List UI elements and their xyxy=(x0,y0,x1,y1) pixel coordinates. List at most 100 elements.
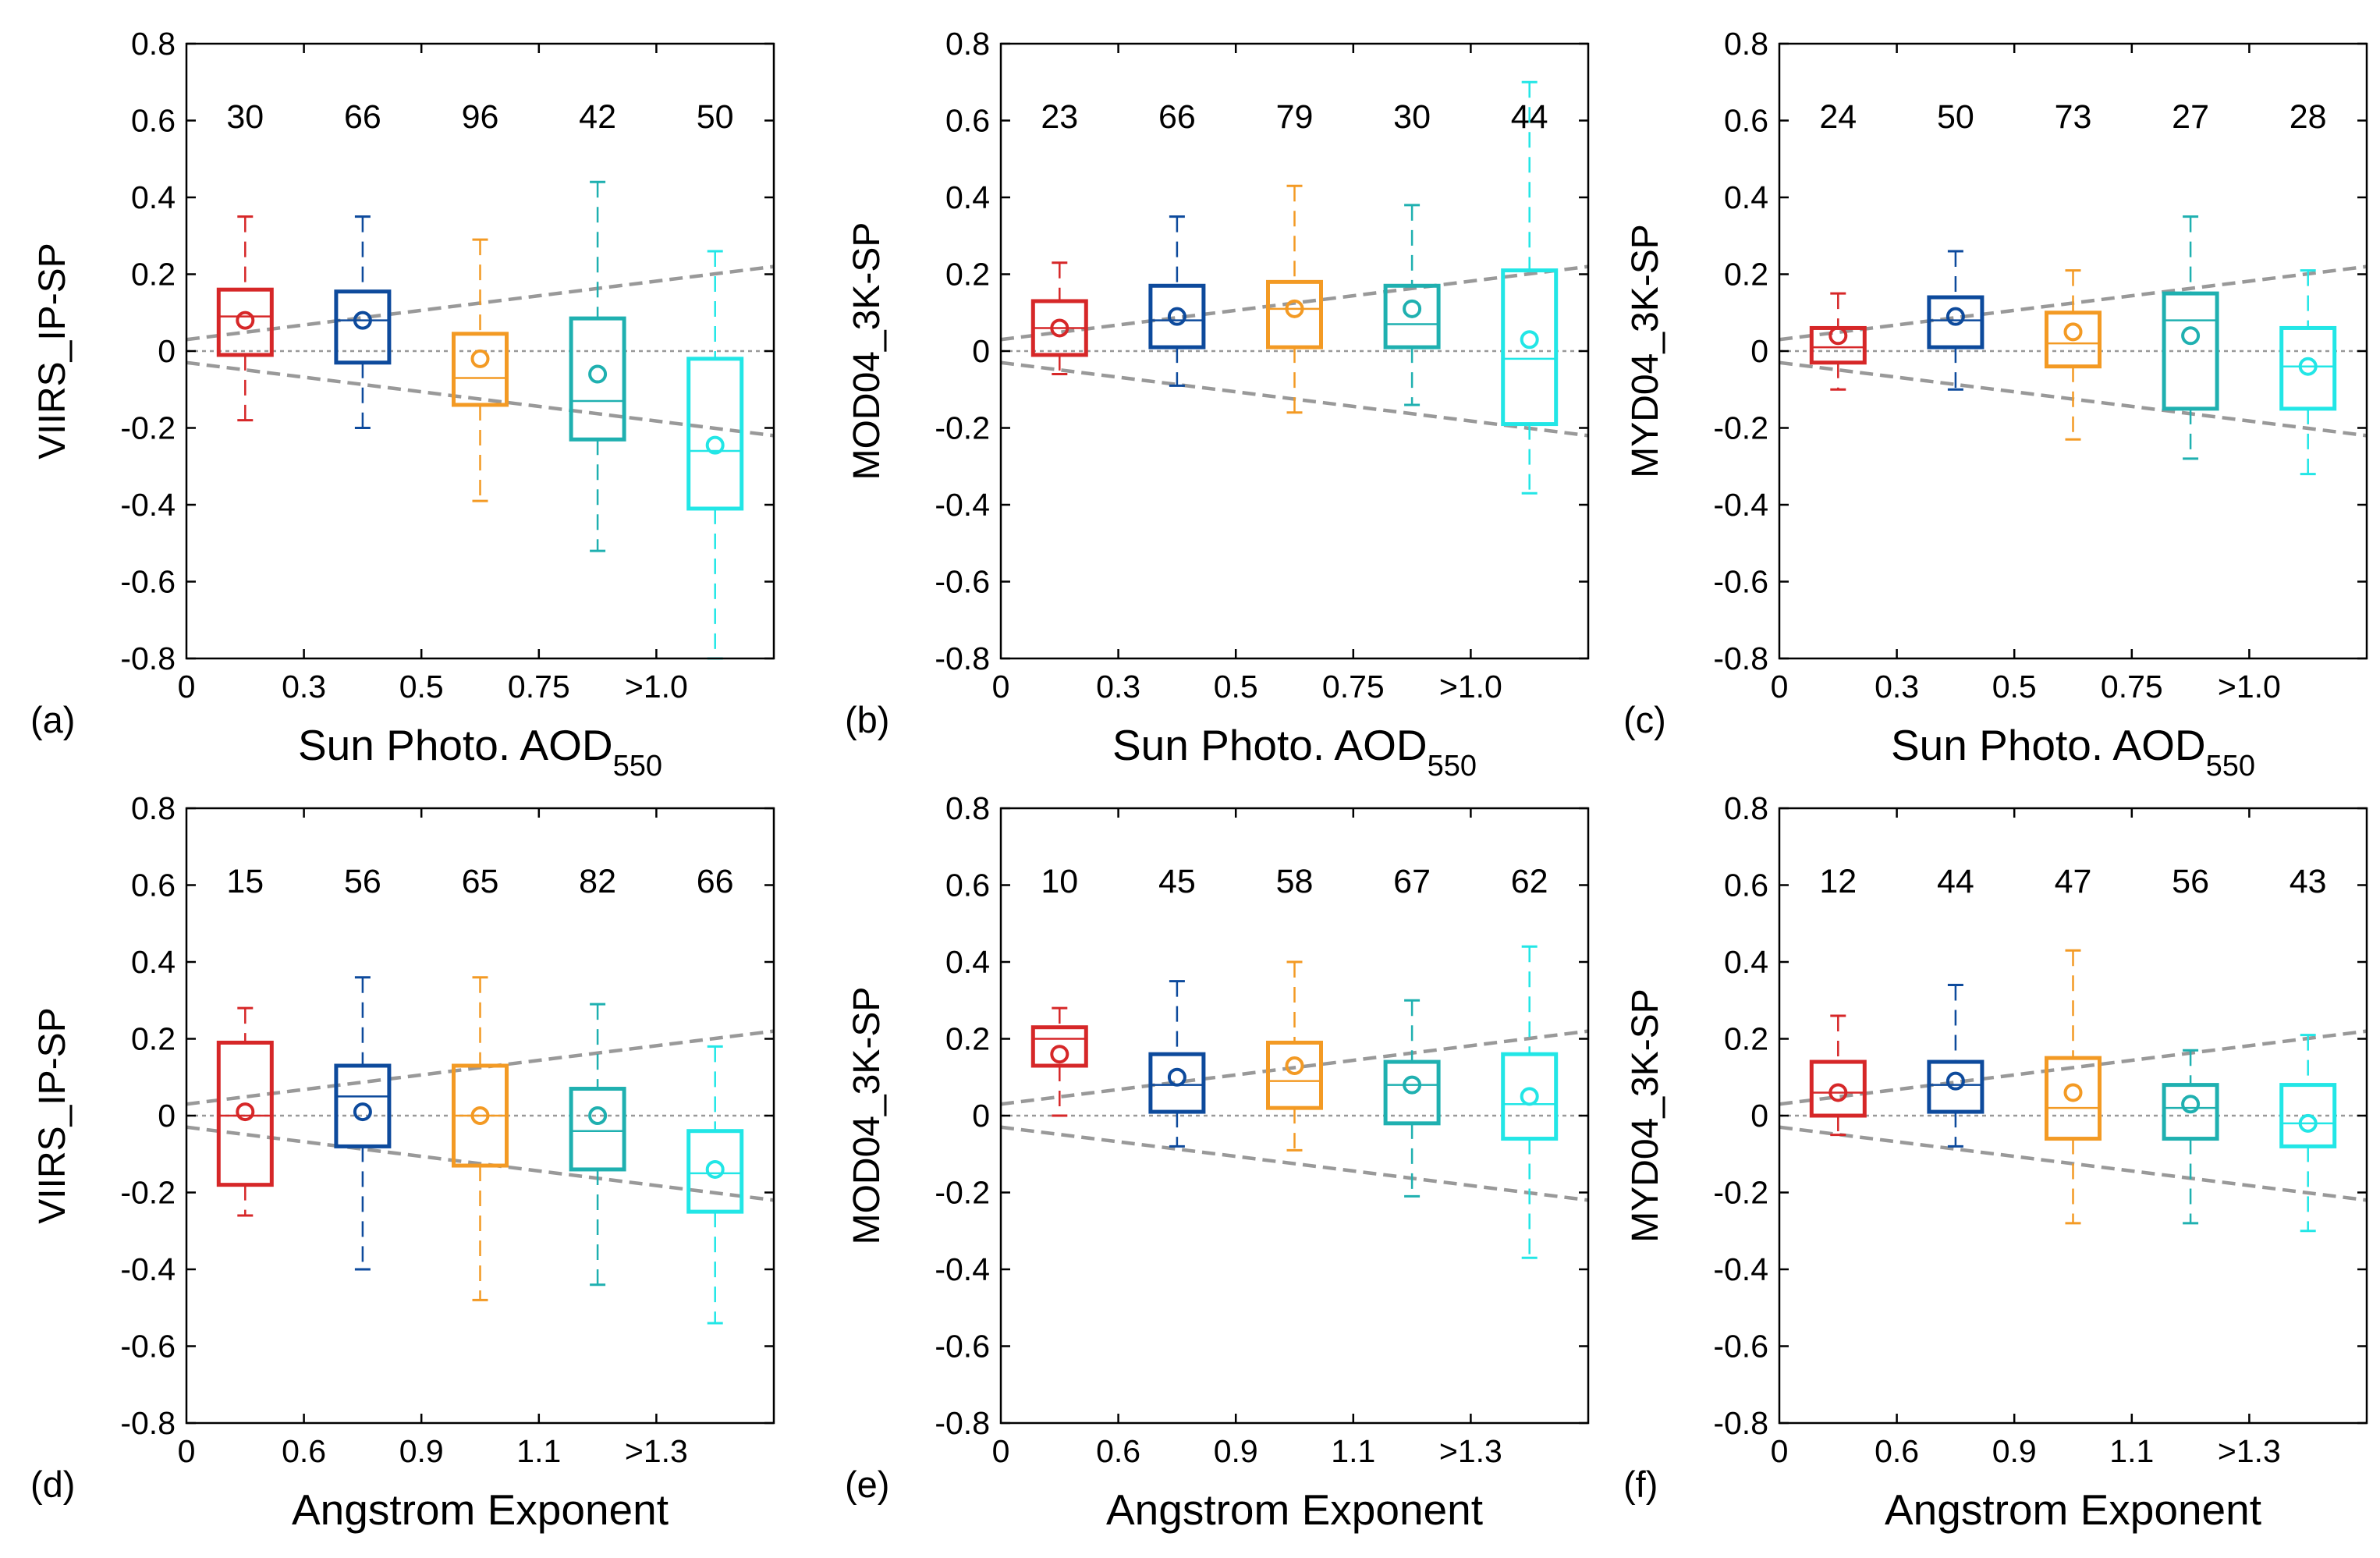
mean-marker xyxy=(353,311,372,330)
x-tick-label: 0 xyxy=(992,1433,1010,1469)
mean-marker xyxy=(1285,299,1304,318)
box-1 xyxy=(216,215,274,422)
mean-marker xyxy=(2298,357,2318,376)
x-tick-label: 0 xyxy=(992,669,1010,704)
y-tick-label: 0 xyxy=(972,1098,990,1134)
y-tick-label: -0.4 xyxy=(935,487,990,523)
mean-marker xyxy=(2063,322,2083,342)
iqr-box xyxy=(1148,283,1206,350)
mean-marker xyxy=(1050,1045,1069,1064)
iqr-box xyxy=(569,1087,626,1172)
box-1 xyxy=(1809,292,1867,391)
x-tick-label: 0.75 xyxy=(1322,669,1385,704)
panel-a: 30 66 96 42 500.80.60.40.20-0.2-0.4-0.6-0.80… xyxy=(30,26,775,783)
iqr-box xyxy=(2279,1083,2337,1148)
x-tick-label: >1.3 xyxy=(2218,1433,2281,1469)
sample-count: 67 xyxy=(1393,863,1431,900)
box-2 xyxy=(334,215,392,429)
x-axis-label-text: Sun Photo. AOD xyxy=(298,721,613,769)
mean-marker xyxy=(588,1106,608,1125)
x-axis-label-subscript: 550 xyxy=(2206,750,2255,783)
y-tick-label: -0.2 xyxy=(935,410,990,446)
x-tick-label: 0 xyxy=(1771,1433,1789,1469)
sample-count: 30 xyxy=(226,98,264,136)
x-tick-label: >1.0 xyxy=(2218,669,2281,704)
mean-marker xyxy=(1828,1083,1848,1102)
sample-count: 62 xyxy=(1511,863,1548,900)
sample-count: 58 xyxy=(1276,863,1314,900)
x-axis-label: Angstrom Exponent xyxy=(1885,1485,2261,1534)
box-5 xyxy=(686,1045,744,1325)
y-tick-label: 0.6 xyxy=(945,868,990,903)
x-tick-label: 0.6 xyxy=(1096,1433,1140,1469)
mean-marker xyxy=(353,1102,372,1122)
mean-marker xyxy=(1403,1075,1422,1095)
y-tick-label: -0.8 xyxy=(120,1405,176,1441)
y-axis-label: MOD04_3K-SP xyxy=(846,987,888,1245)
mean-marker xyxy=(470,1106,490,1125)
y-tick-label: 0.2 xyxy=(131,1021,176,1057)
x-tick-label: 0 xyxy=(1771,669,1789,704)
y-tick-label: 0.8 xyxy=(131,790,176,826)
mean-marker xyxy=(1828,326,1848,346)
box-4 xyxy=(2162,215,2219,460)
box-4 xyxy=(2162,1049,2219,1225)
box-5 xyxy=(2279,269,2337,476)
sample-count: 44 xyxy=(1937,863,1974,900)
box-2 xyxy=(1927,984,1985,1148)
sample-count: 47 xyxy=(2055,863,2092,900)
y-tick-label: -0.4 xyxy=(1713,487,1768,523)
y-tick-label: -0.6 xyxy=(1713,564,1768,600)
panel-b: 23 66 79 30 440.80.60.40.20-0.2-0.4-0.6-0.80… xyxy=(845,26,1590,783)
x-tick-label: >1.0 xyxy=(625,669,688,704)
y-tick-label: 0 xyxy=(158,333,176,369)
y-axis-label: VIIRS_IP-SP xyxy=(32,243,73,459)
panel-c: 24 50 73 27 280.80.60.40.20-0.2-0.4-0.6-0.80… xyxy=(1623,26,2368,783)
y-tick-label: -0.6 xyxy=(935,1329,990,1365)
iqr-box xyxy=(1266,279,1323,350)
iqr-box xyxy=(2162,1083,2219,1141)
mean-marker xyxy=(2298,1113,2318,1133)
y-tick-label: 0.8 xyxy=(131,26,176,62)
sample-count: 27 xyxy=(2172,98,2209,136)
y-tick-label: 0.6 xyxy=(1724,103,1768,139)
panel-f: 12 44 47 56 430.80.60.40.20-0.2-0.4-0.6-0.80… xyxy=(1623,790,2368,1534)
y-tick-label: 0.4 xyxy=(131,179,176,215)
x-tick-label: 0.9 xyxy=(1992,1433,2037,1469)
x-tick-label: 0.3 xyxy=(1875,669,1919,704)
mean-marker xyxy=(2063,1083,2083,1102)
sample-count: 66 xyxy=(344,98,381,136)
sample-count: 45 xyxy=(1158,863,1196,900)
y-tick-label: 0.8 xyxy=(1724,26,1768,62)
x-tick-label: 0.9 xyxy=(399,1433,444,1469)
sample-count: 24 xyxy=(1819,98,1857,136)
sample-count: 56 xyxy=(2172,863,2209,900)
iqr-box xyxy=(569,316,626,442)
sample-count: 44 xyxy=(1511,98,1548,136)
x-tick-label: 0.3 xyxy=(282,669,326,704)
y-tick-label: -0.6 xyxy=(1713,1329,1768,1365)
mean-marker xyxy=(1945,1071,1965,1091)
box-2 xyxy=(1148,215,1206,387)
sample-count: 43 xyxy=(2290,863,2327,900)
sample-count: 28 xyxy=(2290,98,2327,136)
y-tick-label: -0.2 xyxy=(1713,410,1768,446)
y-tick-label: 0.2 xyxy=(1724,1021,1768,1057)
mean-marker xyxy=(1050,318,1069,338)
x-axis-label-text: Angstrom Exponent xyxy=(292,1485,669,1534)
x-axis-label-text: Angstrom Exponent xyxy=(1106,1485,1483,1534)
mean-marker xyxy=(1167,1067,1186,1087)
box-4 xyxy=(569,180,626,552)
iqr-box xyxy=(452,332,509,407)
y-tick-label: -0.8 xyxy=(1713,1405,1768,1441)
iqr-box xyxy=(216,1040,274,1187)
iqr-box xyxy=(2045,1056,2102,1141)
mean-marker xyxy=(1520,1087,1539,1106)
y-tick-label: 0.8 xyxy=(1724,790,1768,826)
x-tick-label: 0.75 xyxy=(2101,669,2163,704)
sample-count: 65 xyxy=(462,863,499,900)
mean-marker xyxy=(705,1159,725,1179)
sample-count: 12 xyxy=(1819,863,1857,900)
mean-marker xyxy=(236,311,255,330)
mean-marker xyxy=(470,349,490,368)
